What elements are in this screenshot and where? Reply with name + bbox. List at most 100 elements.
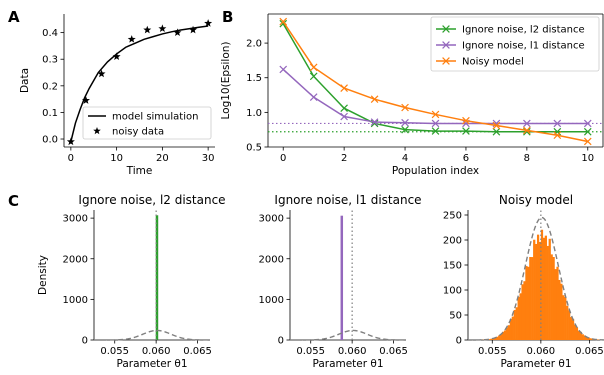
histogram-bar <box>515 307 518 340</box>
series-point-l1 <box>370 118 379 126</box>
histogram-bar <box>500 334 503 340</box>
histogram-bar <box>568 310 571 340</box>
y-tick-label: 0.3 <box>42 55 58 66</box>
histogram-bar <box>560 283 563 340</box>
series-point-noisy <box>431 110 440 119</box>
noisy-data-point <box>173 28 182 37</box>
series-point-l1 <box>431 119 440 128</box>
series-point-noisy <box>279 17 288 26</box>
y-tick-label: 0 <box>278 336 284 347</box>
y-tick-label: 0 <box>82 336 88 347</box>
histogram-bar <box>564 296 567 340</box>
y-tick-label: 100 <box>443 286 462 297</box>
reference-density-curve <box>290 329 406 341</box>
histogram-bar <box>509 319 513 340</box>
histogram-bar <box>558 279 561 340</box>
panel-title: Ignore noise, l2 distance <box>78 193 225 207</box>
histogram-bar <box>490 338 493 340</box>
histogram-bar <box>571 318 575 340</box>
series-point-noisy <box>492 121 501 130</box>
x-axis-label: Time <box>126 165 153 177</box>
histogram-bar <box>562 295 565 340</box>
x-tick-label: 0.060 <box>142 346 171 357</box>
histogram-bar <box>529 256 532 340</box>
histogram-bar <box>492 338 495 340</box>
series-point-noisy <box>370 95 379 104</box>
x-tick-label: 0.060 <box>338 346 367 357</box>
series-point-noisy <box>401 103 409 112</box>
x-axis-label: Parameter θ1 <box>500 358 571 370</box>
legend-swatch-noisy-data <box>93 127 101 135</box>
chart-c-l2-histogram: 0.055 0.060 0.065 0 1000 2000 3000 Parameter θ1… <box>37 193 226 370</box>
histogram-bar <box>570 317 573 340</box>
histogram-bar <box>589 338 592 340</box>
histogram-bar <box>531 257 534 340</box>
histogram-bar <box>521 284 524 340</box>
histogram-bar <box>554 269 557 340</box>
series-point-noisy <box>523 126 531 135</box>
series-point-noisy <box>583 137 592 146</box>
histogram-bar <box>585 336 588 340</box>
histogram-bar <box>542 237 546 340</box>
noisy-data-point <box>204 19 213 27</box>
y-axis-label: Data <box>19 68 31 93</box>
histogram-bar <box>587 337 590 340</box>
y-tick-label: 1000 <box>259 295 284 306</box>
panel-title: Noisy model <box>499 193 573 207</box>
histogram-bar <box>538 241 542 340</box>
x-tick-label: 0.065 <box>183 346 212 357</box>
legend-swatch-marker <box>442 57 450 65</box>
x-tick-label: 0.055 <box>100 346 129 357</box>
histogram-bar <box>502 331 505 340</box>
histogram-bar <box>552 256 555 340</box>
series-point-l1 <box>309 93 318 101</box>
legend-label-noisy-data: noisy data <box>112 127 164 138</box>
series-point-l1 <box>279 65 288 74</box>
histogram-bar <box>488 339 491 340</box>
y-tick-label: 0.0 <box>42 135 58 146</box>
legend-label: Ignore noise, l1 distance <box>462 41 585 52</box>
series-point-l2 <box>462 127 470 135</box>
x-tick-label: 20 <box>156 153 169 164</box>
legend-swatch-marker <box>442 25 450 33</box>
histogram-bar <box>155 215 159 340</box>
series-point-l1 <box>523 119 531 128</box>
x-tick-label: 0.055 <box>478 346 507 357</box>
y-tick-label: 3000 <box>63 214 88 225</box>
legend-frame <box>430 16 600 72</box>
histogram-bar <box>573 324 577 340</box>
histogram-bar <box>525 266 528 340</box>
x-tick-label: 0 <box>280 153 286 164</box>
series-point-l1 <box>401 118 409 127</box>
x-tick-label: 6 <box>463 153 469 164</box>
histogram-bar <box>340 215 344 340</box>
series-point-noisy <box>553 131 562 140</box>
series-point-l1 <box>340 112 348 121</box>
histogram-bar <box>494 337 497 340</box>
noisy-data-point <box>112 52 121 60</box>
y-tick-label: 0.1 <box>42 108 58 119</box>
histogram-bar <box>546 245 549 340</box>
noisy-data-point <box>66 137 75 146</box>
histogram-bar <box>579 331 582 340</box>
noisy-data-point <box>97 69 106 78</box>
x-tick-label: 0.055 <box>296 346 325 357</box>
histogram-bar <box>496 336 499 340</box>
x-tick-label: 0.065 <box>379 346 408 357</box>
histogram-bar <box>505 327 509 340</box>
series-point-noisy <box>462 116 470 125</box>
histogram-bar <box>503 330 507 340</box>
y-tick-label: 0.2 <box>42 81 58 92</box>
x-tick-label: 10 <box>581 153 594 164</box>
reference-density-curve <box>468 216 604 341</box>
x-tick-label: 0.065 <box>575 346 604 357</box>
histogram-bar <box>556 266 559 340</box>
histogram-bar <box>519 293 522 340</box>
x-tick-label: 0 <box>68 153 74 164</box>
series-point-l2 <box>583 127 592 136</box>
legend-label: Ignore noise, l2 distance <box>462 25 585 36</box>
histogram-bar <box>523 281 526 340</box>
histogram-bar <box>498 335 501 340</box>
histogram-bar <box>527 266 530 340</box>
